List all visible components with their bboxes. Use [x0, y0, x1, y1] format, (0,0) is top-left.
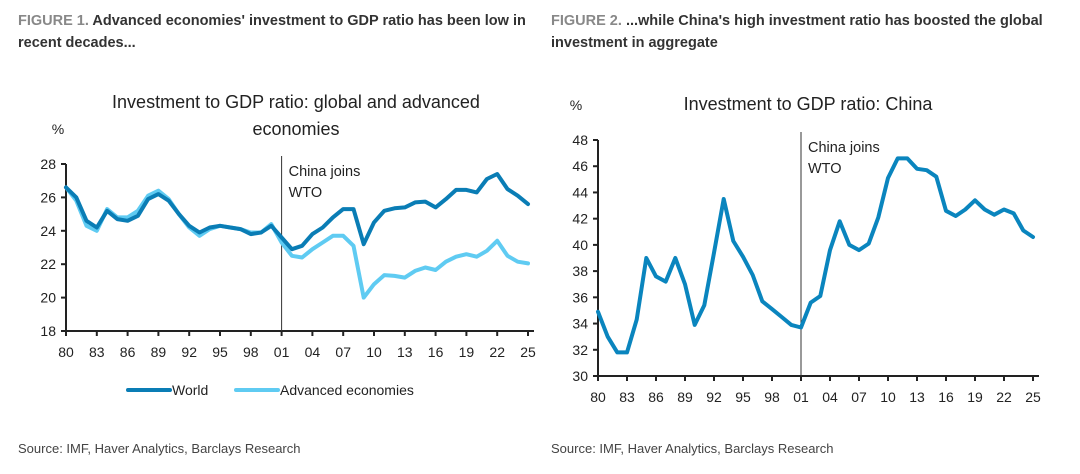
- x-tick-label: 22: [996, 389, 1012, 405]
- x-tick-label: 80: [58, 344, 74, 360]
- y-tick-label: 42: [572, 211, 588, 227]
- x-tick-label: 04: [305, 344, 321, 360]
- x-tick-label: 92: [706, 389, 722, 405]
- figure-1-title: FIGURE 1. Advanced economies' investment…: [18, 10, 538, 54]
- legend-label: Advanced economies: [280, 382, 414, 398]
- figure-1-label: FIGURE 1.: [18, 13, 89, 29]
- wto-annotation-label: China joins: [808, 140, 880, 156]
- x-tick-label: 92: [181, 344, 197, 360]
- y-axis-unit-label: %: [570, 97, 582, 113]
- y-tick-label: 46: [572, 158, 588, 174]
- y-tick-label: 32: [572, 342, 588, 358]
- chart-title: Investment to GDP ratio: global and adva…: [112, 92, 480, 112]
- x-tick-label: 95: [212, 344, 228, 360]
- x-tick-label: 10: [880, 389, 896, 405]
- y-tick-label: 26: [40, 189, 56, 205]
- x-tick-label: 07: [335, 344, 351, 360]
- y-tick-label: 34: [572, 316, 588, 332]
- y-axis-unit-label: %: [52, 121, 64, 137]
- series-line-world: [64, 172, 530, 252]
- x-tick-label: 19: [459, 344, 475, 360]
- y-tick-label: 36: [572, 289, 588, 305]
- chart-1: Investment to GDP ratio: global and adva…: [40, 92, 536, 398]
- x-tick-label: 01: [274, 344, 290, 360]
- series-line-china: [596, 156, 1035, 355]
- figure-2-source: Source: IMF, Haver Analytics, Barclays R…: [551, 441, 834, 456]
- x-tick-label: 83: [89, 344, 105, 360]
- figure-1-source: Source: IMF, Haver Analytics, Barclays R…: [18, 441, 301, 456]
- x-tick-label: 89: [677, 389, 693, 405]
- y-tick-label: 24: [40, 223, 56, 239]
- figure-1-caption: Advanced economies' investment to GDP ra…: [18, 13, 526, 51]
- x-tick-label: 25: [520, 344, 536, 360]
- x-tick-label: 95: [735, 389, 751, 405]
- x-tick-label: 89: [151, 344, 167, 360]
- y-tick-label: 22: [40, 256, 56, 272]
- x-tick-label: 13: [909, 389, 925, 405]
- x-tick-label: 10: [366, 344, 382, 360]
- x-tick-label: 16: [428, 344, 444, 360]
- wto-annotation-label: China joins: [289, 164, 361, 180]
- x-tick-label: 19: [967, 389, 983, 405]
- y-tick-label: 38: [572, 263, 588, 279]
- y-tick-label: 28: [40, 156, 56, 172]
- chart-title: economies: [252, 119, 339, 139]
- x-tick-label: 80: [590, 389, 606, 405]
- x-tick-label: 07: [851, 389, 867, 405]
- y-tick-label: 20: [40, 290, 56, 306]
- x-tick-label: 98: [243, 344, 259, 360]
- figure-2-label: FIGURE 2.: [551, 13, 622, 29]
- x-tick-label: 22: [489, 344, 505, 360]
- y-tick-label: 18: [40, 323, 56, 339]
- y-tick-label: 40: [572, 237, 588, 253]
- legend-label: World: [172, 382, 208, 398]
- x-tick-label: 25: [1025, 389, 1041, 405]
- x-tick-label: 13: [397, 344, 413, 360]
- x-tick-label: 83: [619, 389, 635, 405]
- figure-2-caption: ...while China's high investment ratio h…: [551, 13, 1043, 51]
- x-tick-label: 86: [648, 389, 664, 405]
- x-tick-label: 01: [793, 389, 809, 405]
- chart-title: Investment to GDP ratio: China: [684, 94, 934, 114]
- wto-annotation-label: WTO: [289, 185, 323, 201]
- chart-2: Investment to GDP ratio: China% 30 32 34 36 3…: [570, 94, 1041, 405]
- y-tick-label: 44: [572, 184, 588, 200]
- figure-2-title: FIGURE 2. ...while China's high investme…: [551, 10, 1071, 54]
- y-tick-label: 30: [572, 368, 588, 384]
- x-tick-label: 04: [822, 389, 838, 405]
- wto-annotation-label: WTO: [808, 161, 842, 177]
- x-tick-label: 98: [764, 389, 780, 405]
- x-tick-label: 86: [120, 344, 136, 360]
- x-tick-label: 16: [938, 389, 954, 405]
- series-line-advanced-economies: [64, 185, 530, 300]
- y-tick-label: 48: [572, 132, 588, 148]
